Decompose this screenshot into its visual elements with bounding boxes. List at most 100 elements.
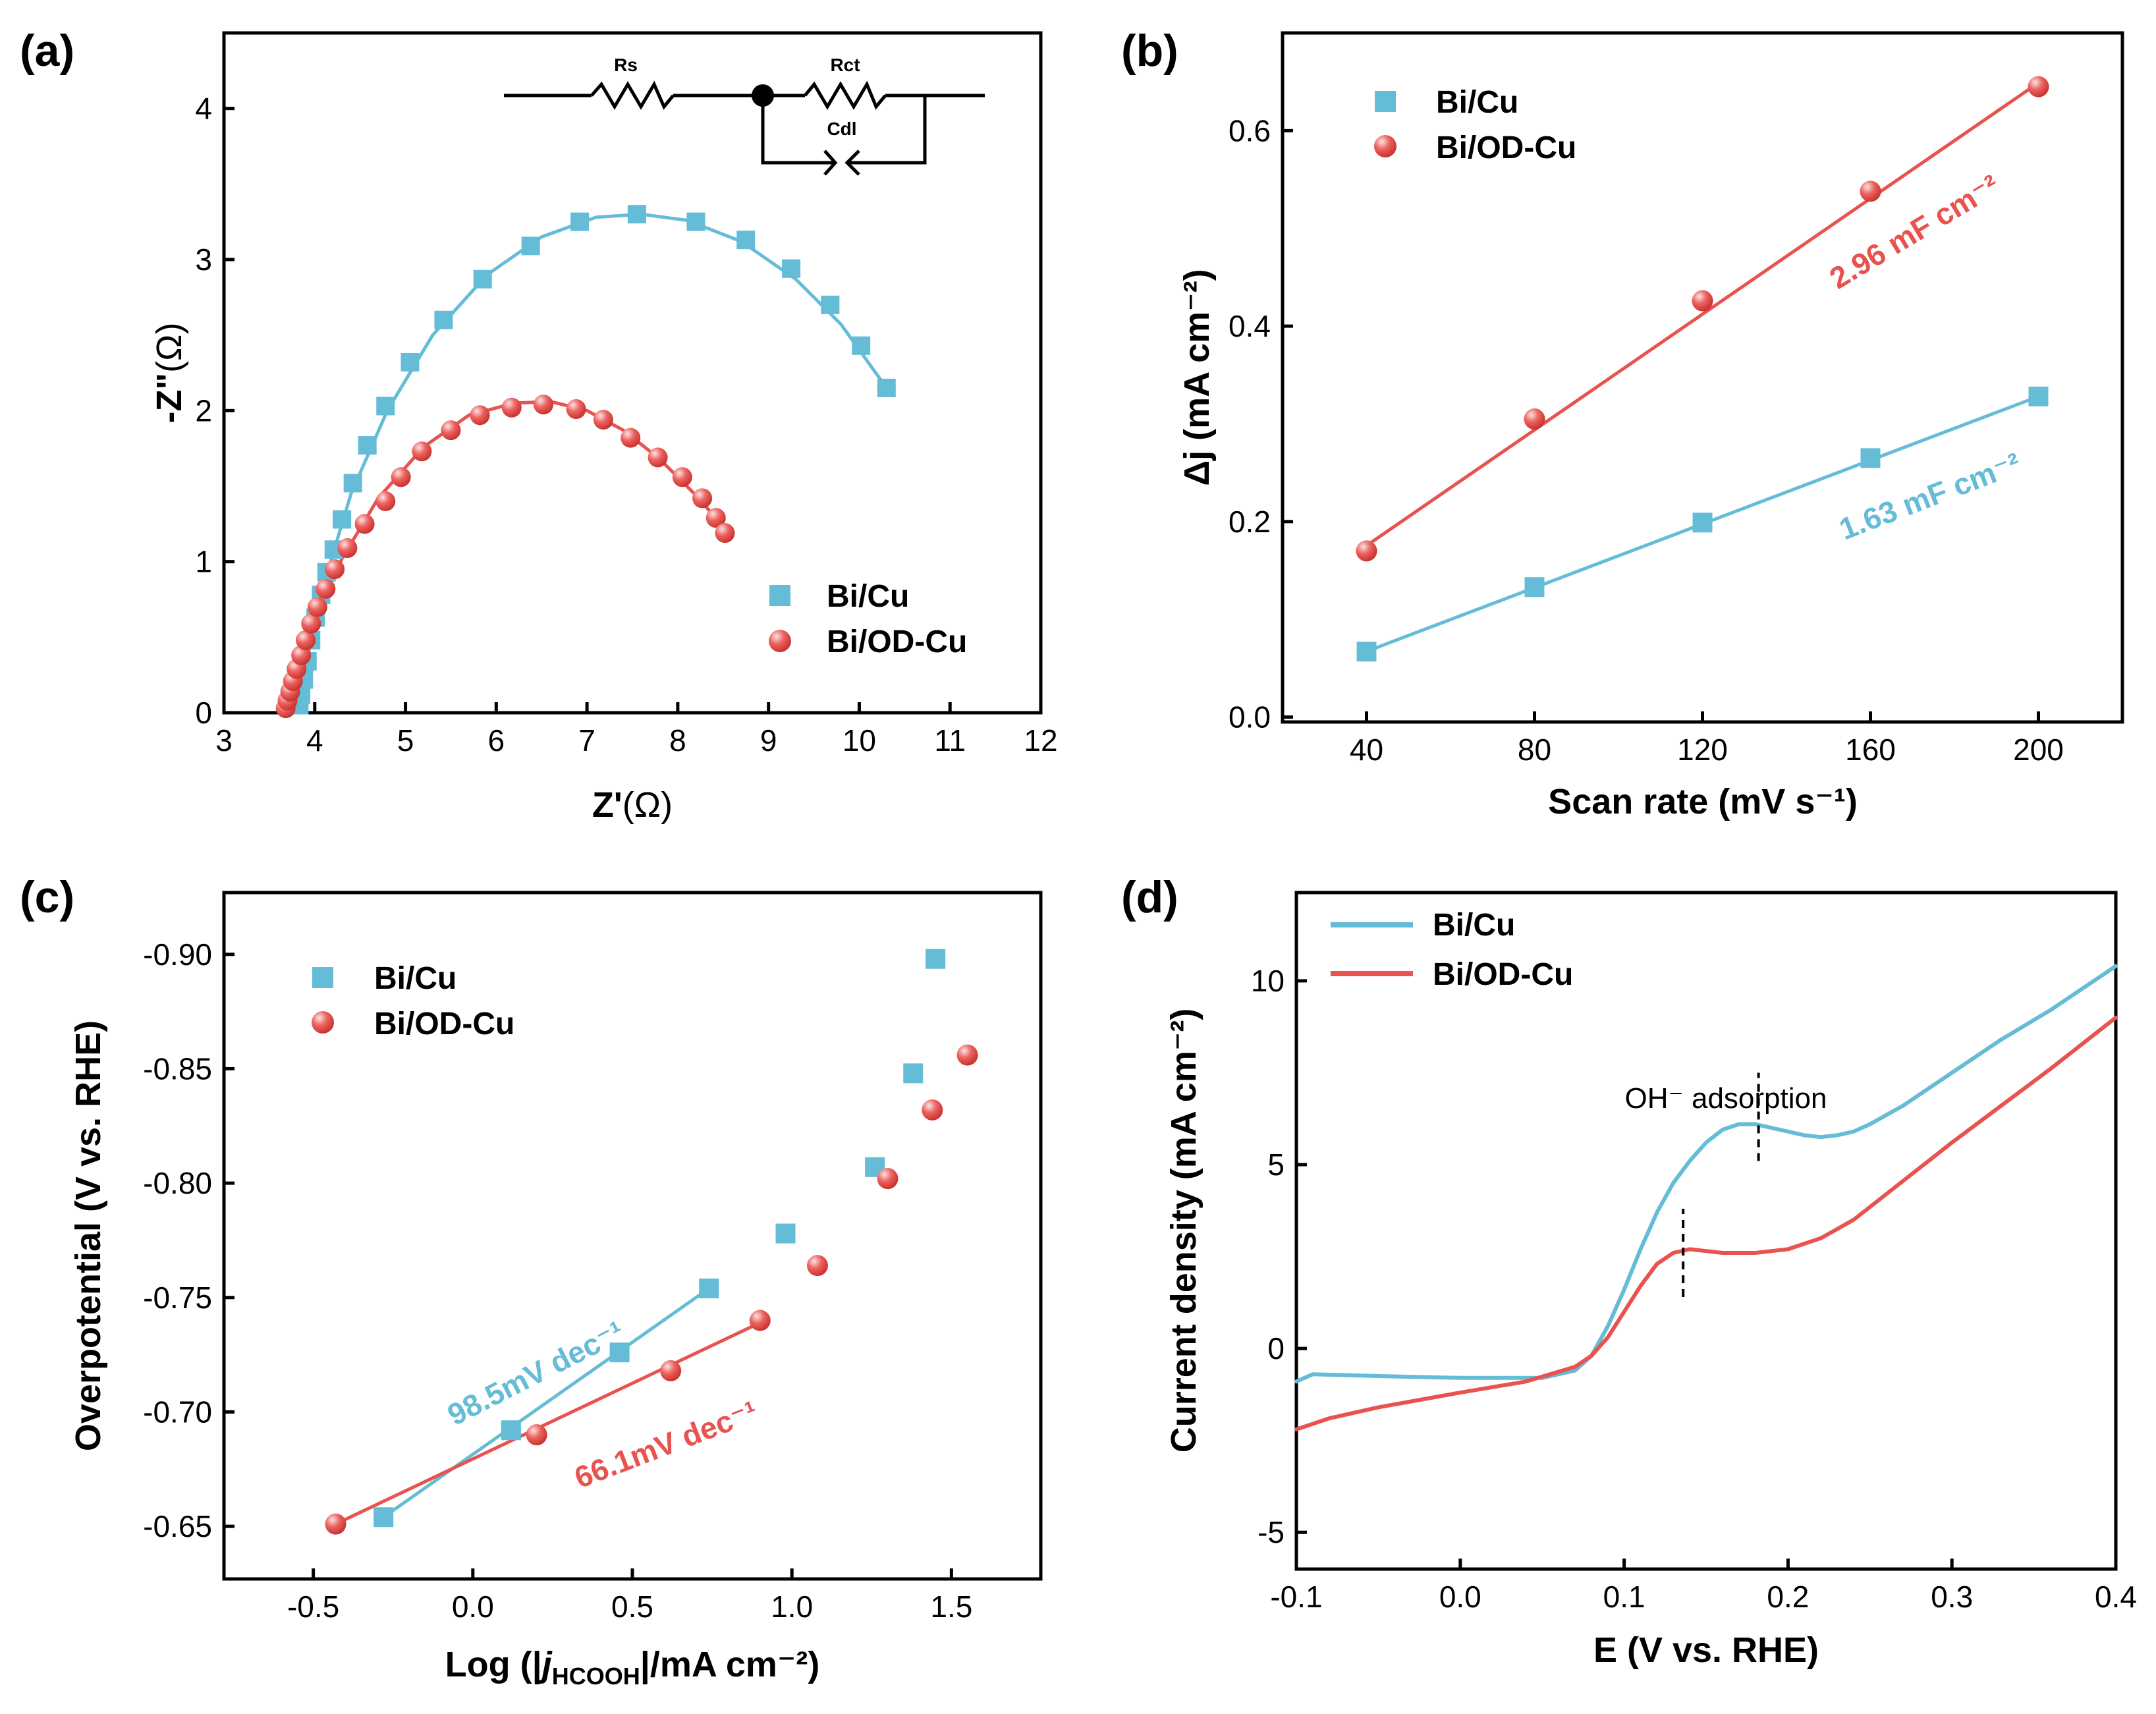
x-tick-label: 0.5 <box>611 1590 653 1624</box>
panel-c-annotation-bi-od-cu: 66.1mV dec⁻¹ <box>570 1394 762 1495</box>
panel-a-circuit-inset: Rs Rct Cdl <box>504 55 985 176</box>
data-point-bi-od-cu <box>412 441 432 462</box>
data-point-bi-od-cu <box>705 508 726 528</box>
x-tick-label: 10 <box>843 723 876 758</box>
fit-line-bi-cu <box>381 1286 711 1519</box>
panel-b-plot-frame <box>1281 31 2124 724</box>
data-point-bi-cu <box>699 1278 719 1298</box>
panel-a-data-points <box>275 205 896 719</box>
x-tick-label: 1.0 <box>771 1590 813 1624</box>
panel-d-plot-frame <box>1294 891 2118 1571</box>
panel-a-x-ticks: 3 4 5 6 7 8 9 10 11 12 <box>215 702 1058 758</box>
panel-d-marker-lines <box>1682 1072 1760 1297</box>
data-point-bi-od-cu <box>325 559 345 580</box>
x-tick-label: -0.5 <box>287 1590 339 1624</box>
data-point-bi-od-cu <box>621 428 641 448</box>
data-point-bi-od-cu <box>526 1424 547 1446</box>
legend-label-bi-cu: Bi/Cu <box>1433 908 1515 943</box>
panel-c-label: (c) <box>20 872 74 922</box>
panel-b-double-layer-capacitance: (b) 40 80 120 160 200 0.0 0.2 0.4 0.6 Scan rate… <box>1121 26 2124 821</box>
data-point-bi-od-cu <box>2028 76 2049 97</box>
y-tick-label: -0.70 <box>143 1395 212 1429</box>
data-point-bi-cu <box>501 1420 521 1441</box>
panel-a-x-axis-label: Z'(Ω) <box>592 785 673 825</box>
panel-b-x-axis-label: Scan rate (mV s⁻¹) <box>1548 782 1858 821</box>
panel-c-x-axis-label: Log (|jHCOOH|/mA cm⁻²) <box>445 1645 820 1690</box>
data-point-bi-cu <box>1692 512 1713 533</box>
data-point-bi-od-cu <box>291 645 312 665</box>
data-point-bi-cu <box>358 436 377 455</box>
x-tick-label: 8 <box>669 723 686 758</box>
panel-b-annotation-bi-od-cu: 2.96 mF cm⁻² <box>1823 168 2005 296</box>
data-point-bi-cu <box>401 352 420 372</box>
panel-c-tafel-plot: (c) -0.5 0.0 0.5 1.0 1.5 -0.65 -0.70 -0.75 -0.8… <box>20 872 1043 1690</box>
y-tick-label: -0.85 <box>143 1051 212 1086</box>
x-tick-label: 1.5 <box>930 1590 972 1624</box>
data-point-bi-cu <box>473 269 492 289</box>
panel-d-label: (d) <box>1121 872 1178 922</box>
legend-marker-bi-od-cu <box>1374 135 1396 157</box>
data-point-bi-od-cu <box>501 397 522 418</box>
legend-marker-bi-cu <box>1375 91 1396 112</box>
y-tick-label: 0.2 <box>1229 505 1271 539</box>
y-tick-label: -0.75 <box>143 1281 212 1315</box>
data-point-bi-od-cu <box>470 405 490 426</box>
data-point-bi-od-cu <box>391 467 411 487</box>
x-tick-label: 120 <box>1677 733 1728 767</box>
legend-label-bi-od-cu: Bi/OD-Cu <box>374 1007 514 1041</box>
data-point-bi-od-cu <box>375 491 396 511</box>
data-point-bi-od-cu <box>877 1168 898 1190</box>
x-tick-label: 3 <box>215 723 233 758</box>
legend-label-bi-cu: Bi/Cu <box>1436 85 1518 120</box>
x-tick-label: 0.4 <box>2095 1580 2137 1614</box>
x-tick-label: 0.0 <box>1439 1580 1481 1614</box>
circuit-label-rct: Rct <box>830 55 860 75</box>
data-point-bi-od-cu <box>660 1360 682 1381</box>
data-point-bi-cu <box>570 212 590 231</box>
panel-b-data-points <box>1356 76 2049 662</box>
panel-a-y-axis-label: -Z"(Ω) <box>150 323 189 424</box>
panel-b-label: (b) <box>1121 26 1178 76</box>
y-tick-label: 5 <box>1267 1147 1285 1182</box>
data-point-bi-od-cu <box>1860 180 1881 202</box>
y-tick-label: 2 <box>195 393 212 428</box>
panel-a-fit-curves <box>281 212 889 715</box>
data-point-bi-od-cu <box>806 1255 828 1277</box>
panel-b-x-ticks: 40 80 120 160 200 <box>1350 711 2064 767</box>
y-tick-label: 3 <box>195 242 212 277</box>
panel-d-y-axis-label: Current density (mA cm⁻²) <box>1164 1009 1203 1453</box>
data-point-bi-cu <box>521 236 540 256</box>
x-tick-label: 11 <box>934 723 966 758</box>
data-point-bi-od-cu <box>1524 408 1545 430</box>
x-tick-label: 40 <box>1350 733 1383 767</box>
y-tick-label: 10 <box>1251 964 1285 998</box>
data-point-bi-od-cu <box>441 420 461 441</box>
panel-a-y-ticks: 0 1 2 3 4 <box>195 92 235 730</box>
y-tick-label: 0.4 <box>1229 309 1271 343</box>
circuit-label-rs: Rs <box>614 55 638 75</box>
y-tick-label: 0.6 <box>1229 113 1271 148</box>
panel-b-y-ticks: 0.0 0.2 0.4 0.6 <box>1229 113 1293 734</box>
data-point-bi-od-cu <box>672 467 692 487</box>
x-tick-label: 0.0 <box>452 1590 494 1624</box>
fit-line-bi-od-cu <box>1365 81 2040 547</box>
panel-c-y-ticks: -0.65 -0.70 -0.75 -0.80 -0.85 -0.90 <box>143 937 235 1543</box>
data-point-bi-cu <box>434 310 453 329</box>
data-point-bi-od-cu <box>307 597 327 617</box>
panel-b-y-axis-label: Δj (mA cm⁻²) <box>1177 269 1217 485</box>
x-tick-label: 7 <box>578 723 595 758</box>
data-point-bi-cu <box>852 336 871 355</box>
data-point-bi-cu <box>926 949 946 969</box>
y-tick-label: 0.0 <box>1229 700 1271 734</box>
x-tick-label: 160 <box>1845 733 1896 767</box>
data-point-bi-od-cu <box>325 1513 346 1535</box>
data-point-bi-cu <box>782 259 801 278</box>
panel-d-y-ticks: -5 0 5 10 <box>1251 964 1307 1549</box>
panel-d-x-axis-label: E (V vs. RHE) <box>1593 1630 1819 1670</box>
data-point-bi-od-cu <box>593 410 613 430</box>
data-point-bi-od-cu <box>316 578 336 599</box>
data-point-bi-od-cu <box>692 488 713 509</box>
panel-d-annotation-oh-adsorption: OH⁻ adsorption <box>1625 1082 1827 1115</box>
